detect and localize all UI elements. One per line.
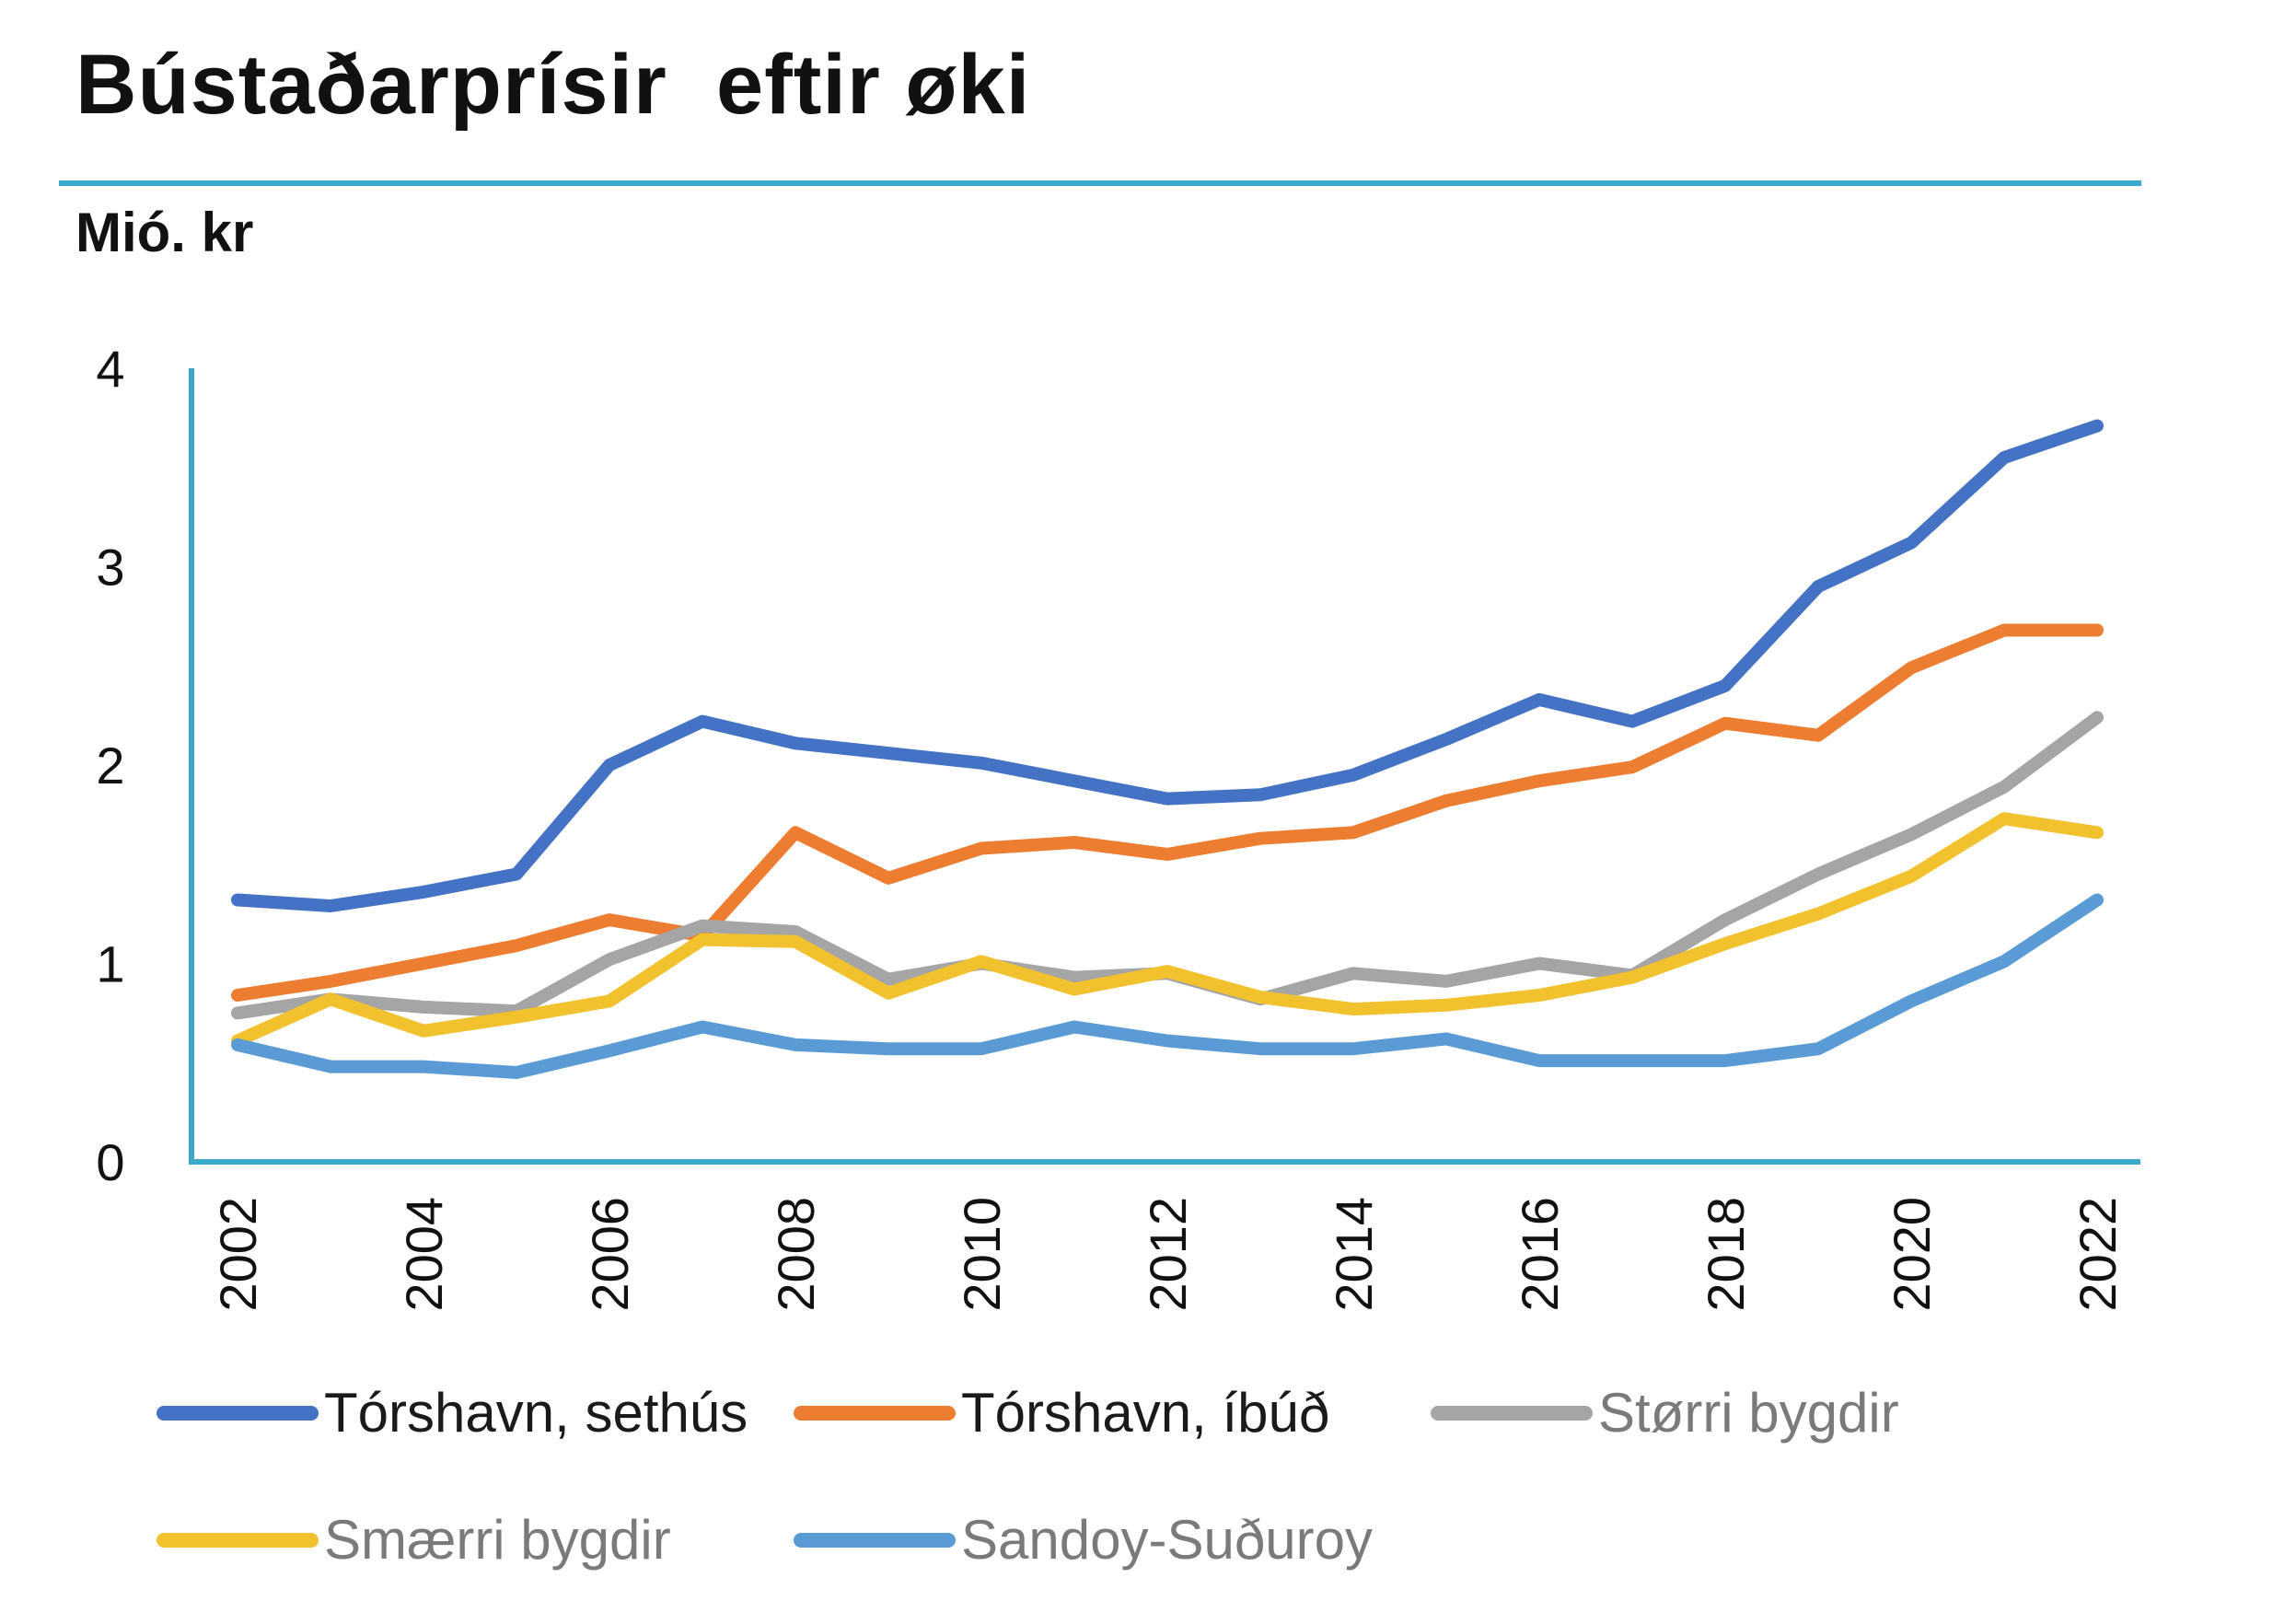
x-tick-label: 2012 xyxy=(1139,1197,1197,1312)
legend-label: Smærri bygdir xyxy=(324,1509,671,1571)
legend-label: Tórshavn, sethús xyxy=(324,1382,748,1444)
y-tick-label: 4 xyxy=(96,340,124,398)
series-line-1 xyxy=(231,419,2104,912)
y-tick-label: 0 xyxy=(96,1133,124,1191)
y-axis-unit-label: Mió. kr xyxy=(75,202,254,263)
x-tick-label: 2022 xyxy=(2069,1197,2127,1312)
x-tick-label: 2008 xyxy=(767,1197,825,1312)
x-tick-label: 2002 xyxy=(209,1197,267,1312)
legend-label: Størri bygdir xyxy=(1598,1382,1899,1444)
chart-axes: 0 1 2 3 4 2002 2004 2006 2008 2010 2012 2014 2016 201… xyxy=(96,340,2140,1312)
series-line-2 xyxy=(231,623,2104,1002)
y-tick-label: 2 xyxy=(96,737,124,795)
legend-item: Størri bygdir xyxy=(1431,1381,1899,1444)
x-tick-label: 2014 xyxy=(1325,1197,1383,1312)
legend-swatch xyxy=(794,1532,956,1548)
legend-swatch xyxy=(794,1405,956,1421)
legend-item: Tórshavn, sethús xyxy=(157,1381,748,1444)
x-tick-label: 2016 xyxy=(1511,1197,1569,1312)
series-line-4 xyxy=(231,812,2104,1048)
title-divider xyxy=(59,180,2141,186)
legend-label: Tórshavn, íbúð xyxy=(961,1382,1330,1444)
legend-swatch xyxy=(157,1405,319,1421)
x-tick-label: 2004 xyxy=(395,1197,453,1312)
x-tick-label: 2018 xyxy=(1697,1197,1755,1312)
x-tick-label: 2006 xyxy=(581,1197,639,1312)
legend-swatch xyxy=(1431,1405,1593,1421)
legend-label: Sandoy-Suðuroy xyxy=(961,1509,1373,1571)
y-tick-label: 1 xyxy=(96,935,124,993)
chart-title: Bústaðarprísir eftir øki xyxy=(75,38,1031,132)
legend-item: Tórshavn, íbúð xyxy=(794,1381,1329,1444)
line-chart: 0 1 2 3 4 2002 2004 2006 2008 2010 2012 2014 2016 201… xyxy=(96,340,2140,1312)
legend-item: Smærri bygdir xyxy=(157,1508,671,1572)
x-tick-label: 2010 xyxy=(953,1197,1011,1312)
x-tick-label: 2020 xyxy=(1883,1197,1941,1312)
chart-series xyxy=(231,419,2104,1079)
legend-swatch xyxy=(157,1532,319,1548)
series-line-5 xyxy=(231,893,2104,1079)
y-tick-label: 3 xyxy=(96,539,124,597)
legend-item: Sandoy-Suðuroy xyxy=(794,1508,1373,1572)
